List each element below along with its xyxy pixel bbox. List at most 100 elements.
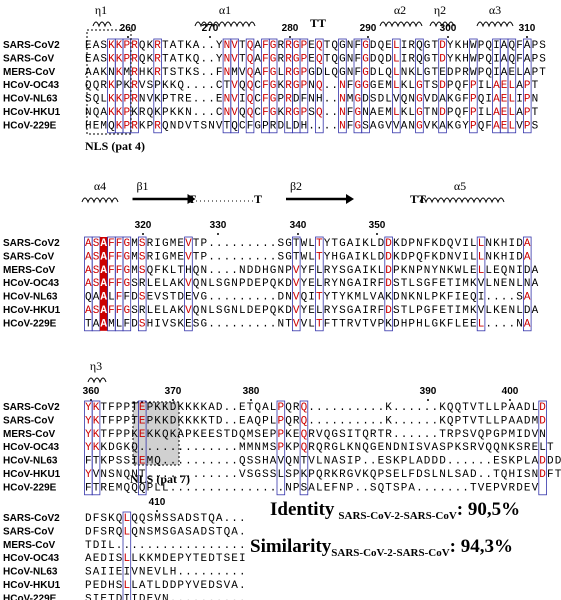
residue: . bbox=[208, 107, 216, 119]
residue: K bbox=[509, 456, 517, 468]
residue: A bbox=[93, 40, 101, 52]
residue: Q bbox=[485, 442, 493, 454]
residue: V bbox=[293, 292, 301, 304]
residue: N bbox=[116, 469, 124, 481]
residue: F bbox=[424, 251, 432, 263]
residue: H bbox=[501, 251, 509, 263]
residue: I bbox=[347, 456, 355, 468]
residue: F bbox=[378, 278, 386, 290]
residue: P bbox=[124, 107, 132, 119]
residue: . bbox=[231, 593, 239, 600]
nls4-box bbox=[86, 29, 132, 135]
residue: A bbox=[524, 67, 532, 79]
residue: Q bbox=[177, 80, 185, 92]
residue: K bbox=[185, 415, 193, 427]
residue-dot bbox=[250, 399, 252, 401]
residue: F bbox=[355, 67, 363, 79]
residue: Q bbox=[301, 402, 309, 414]
residue: . bbox=[262, 292, 270, 304]
residue: E bbox=[93, 553, 101, 565]
residue: F bbox=[108, 278, 116, 290]
residue: G bbox=[455, 120, 463, 132]
residue: S bbox=[93, 305, 101, 317]
residue: Q bbox=[139, 482, 147, 494]
residue: D bbox=[278, 120, 286, 132]
residue: Q bbox=[485, 40, 493, 52]
residue: N bbox=[524, 278, 532, 290]
residue: D bbox=[170, 580, 178, 592]
residue: A bbox=[524, 238, 532, 250]
residue: M bbox=[385, 107, 393, 119]
residue: A bbox=[501, 67, 509, 79]
similarity-label: Similarity bbox=[250, 536, 332, 557]
residue: W bbox=[301, 251, 309, 263]
residue: N bbox=[439, 469, 447, 481]
residue: . bbox=[147, 469, 155, 481]
identical-column bbox=[99, 237, 108, 331]
residue: R bbox=[524, 442, 532, 454]
residue: D bbox=[424, 456, 432, 468]
residue: S bbox=[432, 80, 440, 92]
residue: V bbox=[147, 94, 155, 106]
residue: Q bbox=[301, 429, 309, 441]
residue: P bbox=[116, 80, 124, 92]
residue: G bbox=[355, 107, 363, 119]
residue: N bbox=[285, 292, 293, 304]
residue: V bbox=[139, 80, 147, 92]
residue: G bbox=[293, 53, 301, 65]
residue: A bbox=[85, 238, 93, 250]
residue: K bbox=[393, 456, 401, 468]
residue: S bbox=[100, 526, 108, 538]
similar-column bbox=[361, 38, 370, 134]
residue: R bbox=[285, 107, 293, 119]
residue: L bbox=[308, 318, 316, 330]
residue: A bbox=[208, 402, 216, 414]
residue: N bbox=[532, 94, 540, 106]
residue: S bbox=[455, 469, 463, 481]
residue: . bbox=[355, 415, 363, 427]
residue: . bbox=[231, 318, 239, 330]
residue: F bbox=[262, 40, 270, 52]
residue: N bbox=[308, 80, 316, 92]
residue: . bbox=[224, 456, 232, 468]
residue: A bbox=[85, 305, 93, 317]
residue: . bbox=[208, 292, 216, 304]
residue: R bbox=[278, 40, 286, 52]
residue: S bbox=[501, 456, 509, 468]
residue: E bbox=[139, 456, 147, 468]
residue: R bbox=[462, 67, 470, 79]
sequence: ASAFFGSRLELAKVQNLSGNLDEPQKDVYELRYSGAIRFD… bbox=[85, 305, 539, 317]
residue: E bbox=[509, 67, 517, 79]
residue: . bbox=[231, 540, 239, 552]
residue: A bbox=[516, 402, 524, 414]
residue: T bbox=[324, 53, 332, 65]
residue: V bbox=[231, 94, 239, 106]
residue: F bbox=[124, 318, 132, 330]
residue: C bbox=[254, 107, 262, 119]
residue: Q bbox=[316, 40, 324, 52]
residue: L bbox=[362, 292, 370, 304]
residue: Q bbox=[362, 442, 370, 454]
residue: P bbox=[393, 265, 401, 277]
residue: K bbox=[362, 251, 370, 263]
sequence: AEDISLLKKMDEPYTEDTSEI bbox=[85, 553, 247, 565]
residue: N bbox=[231, 278, 239, 290]
residue: K bbox=[193, 429, 201, 441]
residue: G bbox=[285, 251, 293, 263]
residue: . bbox=[193, 456, 201, 468]
residue: A bbox=[532, 278, 540, 290]
residue: E bbox=[201, 429, 209, 441]
residue: . bbox=[201, 442, 209, 454]
residue: D bbox=[385, 238, 393, 250]
similarity: SimilaritySARS-CoV-2-SARS-CoV: 94,3% bbox=[250, 536, 513, 559]
residue: P bbox=[416, 305, 424, 317]
residue: N bbox=[339, 278, 347, 290]
residue: . bbox=[201, 80, 209, 92]
residue: F bbox=[308, 265, 316, 277]
residue: S bbox=[370, 94, 378, 106]
sequence: ASAFFGSRLELAKVQNLSGNPDEPQKDVYELRYNGAIRFD… bbox=[85, 278, 539, 290]
residue: . bbox=[485, 456, 493, 468]
residue: H bbox=[462, 40, 470, 52]
residue: S bbox=[193, 318, 201, 330]
residue: F bbox=[93, 513, 101, 525]
